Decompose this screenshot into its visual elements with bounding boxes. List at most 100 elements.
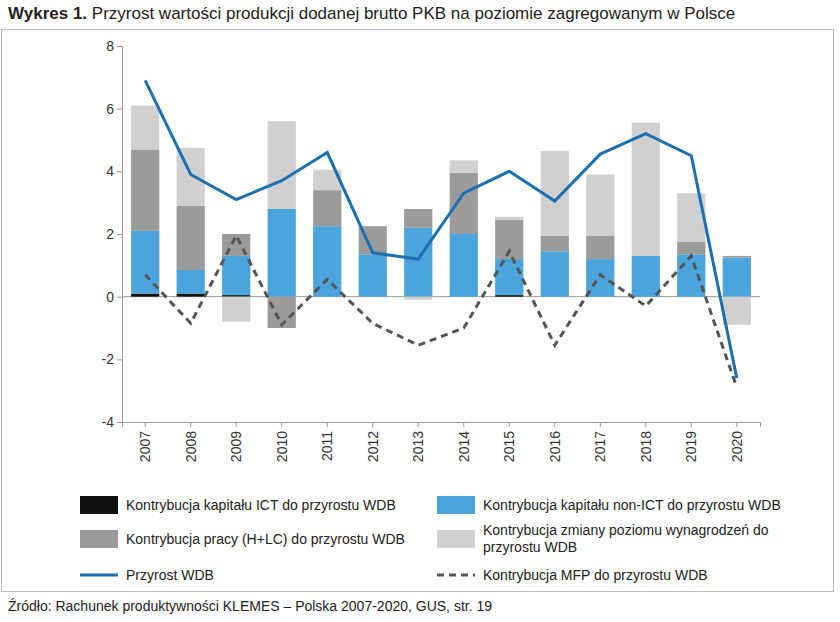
x-tick-label: 2009 [228, 431, 244, 462]
bar [222, 295, 250, 297]
legend-item: Kontrybucja zmiany poziomu wynagrodzeń d… [437, 522, 769, 555]
legend-swatch [80, 496, 118, 514]
x-axis: 2007200820092010201120122013201420152016… [123, 422, 761, 462]
y-tick: 2 [106, 226, 122, 242]
x-tick-mark [372, 422, 373, 427]
bar [723, 256, 751, 258]
bar [632, 296, 660, 297]
x-tick: 2010 [274, 422, 290, 462]
bar [677, 254, 705, 296]
x-tick-label: 2011 [319, 431, 335, 461]
bar [586, 236, 614, 259]
title: Wykres 1. Przyrost wartości produkcji do… [8, 4, 735, 23]
y-tick: -4 [102, 414, 122, 430]
bar [404, 209, 432, 228]
x-tick-mark [281, 422, 282, 427]
y-tick-label: 8 [106, 38, 114, 54]
legend-swatch [437, 574, 475, 577]
x-tick: 2014 [456, 422, 472, 462]
legend-item: Kontrybucja pracy (H+LC) do przyrostu WD… [80, 530, 405, 548]
bar [495, 295, 523, 297]
y-tick-label: -2 [102, 351, 115, 367]
y-tick-label: 6 [106, 101, 114, 117]
legend: Kontrybucja kapitału ICT do przyrostu WD… [80, 496, 781, 583]
bar [359, 296, 387, 297]
frame [2, 30, 834, 592]
x-tick-mark [190, 422, 191, 427]
x-tick-label: 2015 [501, 431, 517, 462]
x-tick-label: 2008 [183, 431, 199, 462]
y-tick-mark [117, 297, 122, 298]
bar [131, 294, 159, 297]
x-tick-mark [509, 422, 510, 427]
bar [632, 256, 660, 297]
legend-label: Kontrybucja zmiany poziomu wynagrodzeń d… [483, 522, 769, 555]
x-tick-mark [236, 422, 237, 427]
bar [131, 149, 159, 230]
x-tick: 2015 [501, 422, 517, 462]
legend-label: Kontrybucja pracy (H+LC) do przyrostu WD… [126, 531, 405, 547]
bar [222, 297, 250, 322]
legend-swatch [80, 530, 118, 548]
x-tick-mark [418, 422, 419, 427]
x-tick-mark [691, 422, 692, 427]
x-tick-label: 2007 [137, 431, 153, 462]
x-tick-label: 2020 [729, 431, 745, 462]
x-tick-label: 2017 [592, 431, 608, 462]
x-tick: 2018 [638, 422, 654, 462]
bar [677, 242, 705, 255]
x-tick: 2017 [592, 422, 608, 462]
plot-area [131, 80, 751, 387]
x-tick: 2011 [319, 422, 335, 461]
chart: Wykres 1. Przyrost wartości produkcji do… [0, 0, 840, 622]
bar [541, 251, 569, 296]
legend-label: Kontrybucja MFP do przyrostu WDB [483, 567, 708, 583]
y-tick: -2 [102, 351, 122, 367]
zero-line [122, 296, 760, 297]
y-tick-label: 2 [106, 226, 114, 242]
legend-item: Przyrost WDB [80, 567, 214, 583]
y-tick-mark [117, 171, 122, 172]
bar [450, 234, 478, 297]
x-tick-mark [327, 422, 328, 427]
x-tick: 2019 [683, 422, 699, 462]
bar [222, 256, 250, 295]
x-tick-mark [645, 422, 646, 427]
x-tick: 2009 [228, 422, 244, 462]
legend-label: Przyrost WDB [126, 567, 214, 583]
y-tick: 4 [106, 163, 122, 179]
x-tick: 2020 [729, 422, 745, 462]
bar [495, 217, 523, 220]
bar [131, 106, 159, 150]
x-tick-mark [600, 422, 601, 427]
x-tick-label: 2010 [274, 431, 290, 462]
bar [313, 190, 341, 226]
legend-swatch [437, 530, 475, 548]
y-tick-label: 4 [106, 163, 114, 179]
legend-swatch [80, 574, 118, 577]
y-tick-mark [117, 422, 122, 423]
line [145, 236, 737, 388]
legend-item: Kontrybucja kapitału non-ICT do przyrost… [437, 496, 781, 514]
legend-label: Kontrybucja kapitału ICT do przyrostu WD… [126, 497, 396, 513]
x-tick-label: 2019 [683, 431, 699, 462]
x-tick: 2007 [137, 422, 153, 462]
bar [268, 209, 296, 297]
y-tick: 0 [106, 289, 122, 305]
y-tick-mark [117, 359, 122, 360]
bar [723, 297, 751, 325]
source: Źródło: Rachunek produktywności KLEMES –… [8, 598, 492, 614]
bar [495, 259, 523, 295]
y-tick-mark [117, 46, 122, 47]
bar [177, 270, 205, 294]
x-tick-mark [145, 422, 146, 427]
legend-swatch [437, 496, 475, 514]
x-tick-label: 2016 [547, 431, 563, 462]
y-tick-label: -4 [102, 414, 115, 430]
legend-label: Kontrybucja kapitału non-ICT do przyrost… [483, 497, 781, 513]
x-tick-label: 2014 [456, 431, 472, 462]
y-tick: 8 [106, 38, 122, 54]
bar [313, 226, 341, 297]
y-tick-label: 0 [106, 289, 114, 305]
bar [723, 258, 751, 297]
